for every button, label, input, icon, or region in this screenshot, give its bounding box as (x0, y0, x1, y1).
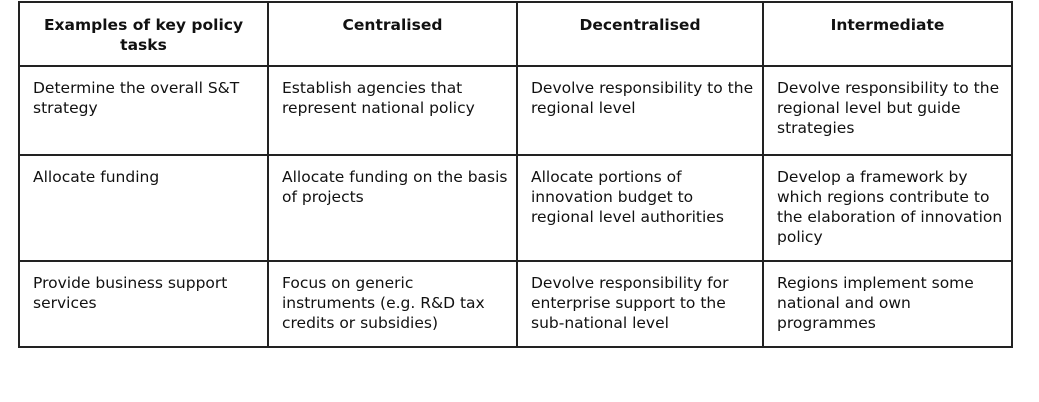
cell-policy-task: Allocate funding (18, 154, 269, 262)
table-row: Determine the overall S&T strategy Estab… (18, 65, 1013, 156)
table-row: Provide business support services Focus … (18, 260, 1013, 348)
cell-intermediate: Devolve responsibility to the regional l… (762, 65, 1013, 156)
cell-decentralised: Devolve responsibility to the regional l… (516, 65, 764, 156)
cell-centralised: Allocate funding on the basis of project… (267, 154, 518, 262)
cell-intermediate: Develop a framework by which regions con… (762, 154, 1013, 262)
table-body: Determine the overall S&T strategy Estab… (18, 65, 1013, 348)
cell-policy-task: Determine the overall S&T strategy (18, 65, 269, 156)
header-centralised: Centralised (267, 1, 518, 67)
cell-decentralised: Allocate portions of innovation budget t… (516, 154, 764, 262)
policy-table: Examples of key policy tasks Centralised… (18, 1, 1013, 348)
header-intermediate: Intermediate (762, 1, 1013, 67)
header-policy-tasks: Examples of key policy tasks (18, 1, 269, 67)
table-header: Examples of key policy tasks Centralised… (18, 1, 1013, 67)
cell-centralised: Establish agencies that represent nation… (267, 65, 518, 156)
table-row: Allocate funding Allocate funding on the… (18, 154, 1013, 262)
header-row: Examples of key policy tasks Centralised… (18, 1, 1013, 67)
cell-policy-task: Provide business support services (18, 260, 269, 348)
header-decentralised: Decentralised (516, 1, 764, 67)
cell-centralised: Focus on generic instruments (e.g. R&D t… (267, 260, 518, 348)
cell-intermediate: Regions implement some national and own … (762, 260, 1013, 348)
cell-decentralised: Devolve responsibility for enterprise su… (516, 260, 764, 348)
